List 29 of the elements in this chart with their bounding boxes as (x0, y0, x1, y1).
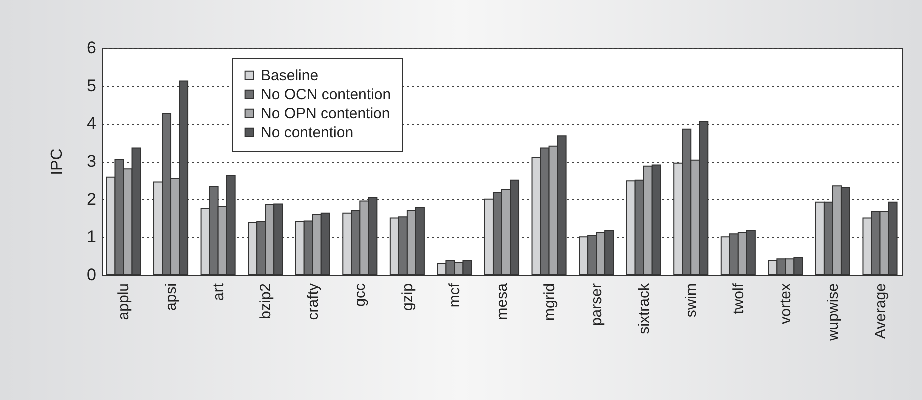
x-tick-label: twolf (730, 282, 748, 314)
x-tick-label: vortex (778, 283, 795, 324)
y-tick-label: 4 (87, 114, 96, 134)
x-tick-label: gcc (352, 283, 370, 307)
y-tick-label: 6 (87, 38, 96, 58)
x-tick-label: swim (683, 284, 700, 318)
legend-label: No OPN contention (261, 106, 390, 122)
x-tick-label: apsi (163, 284, 180, 312)
x-tick-label: mgrid (541, 284, 558, 322)
x-tick-label: Average (872, 284, 890, 340)
x-tick-label: parser (588, 284, 606, 326)
legend-label: Baseline (261, 68, 319, 84)
y-tick-label: 0 (87, 266, 96, 284)
x-tick-label: mcf (446, 282, 464, 308)
x-tick-label: gzip (399, 284, 416, 312)
x-tick-label: bzip2 (258, 284, 275, 320)
legend-label: No OCN contention (261, 86, 392, 104)
x-tick-label: mesa (494, 282, 511, 320)
y-tick-label: 2 (87, 190, 96, 209)
x-tick-label: art (210, 282, 228, 302)
x-tick-label: crafty (304, 283, 322, 320)
y-tick-label: 3 (87, 152, 96, 171)
y-axis-title: IPC (49, 148, 66, 176)
x-tick-label: sixtrack (636, 283, 653, 334)
x-tick-label: wupwise (824, 284, 842, 342)
x-tick-label: applu (116, 284, 133, 320)
legend-label: No contention (261, 124, 354, 142)
y-tick-label: 1 (87, 228, 96, 247)
y-tick-label: 5 (87, 76, 96, 96)
